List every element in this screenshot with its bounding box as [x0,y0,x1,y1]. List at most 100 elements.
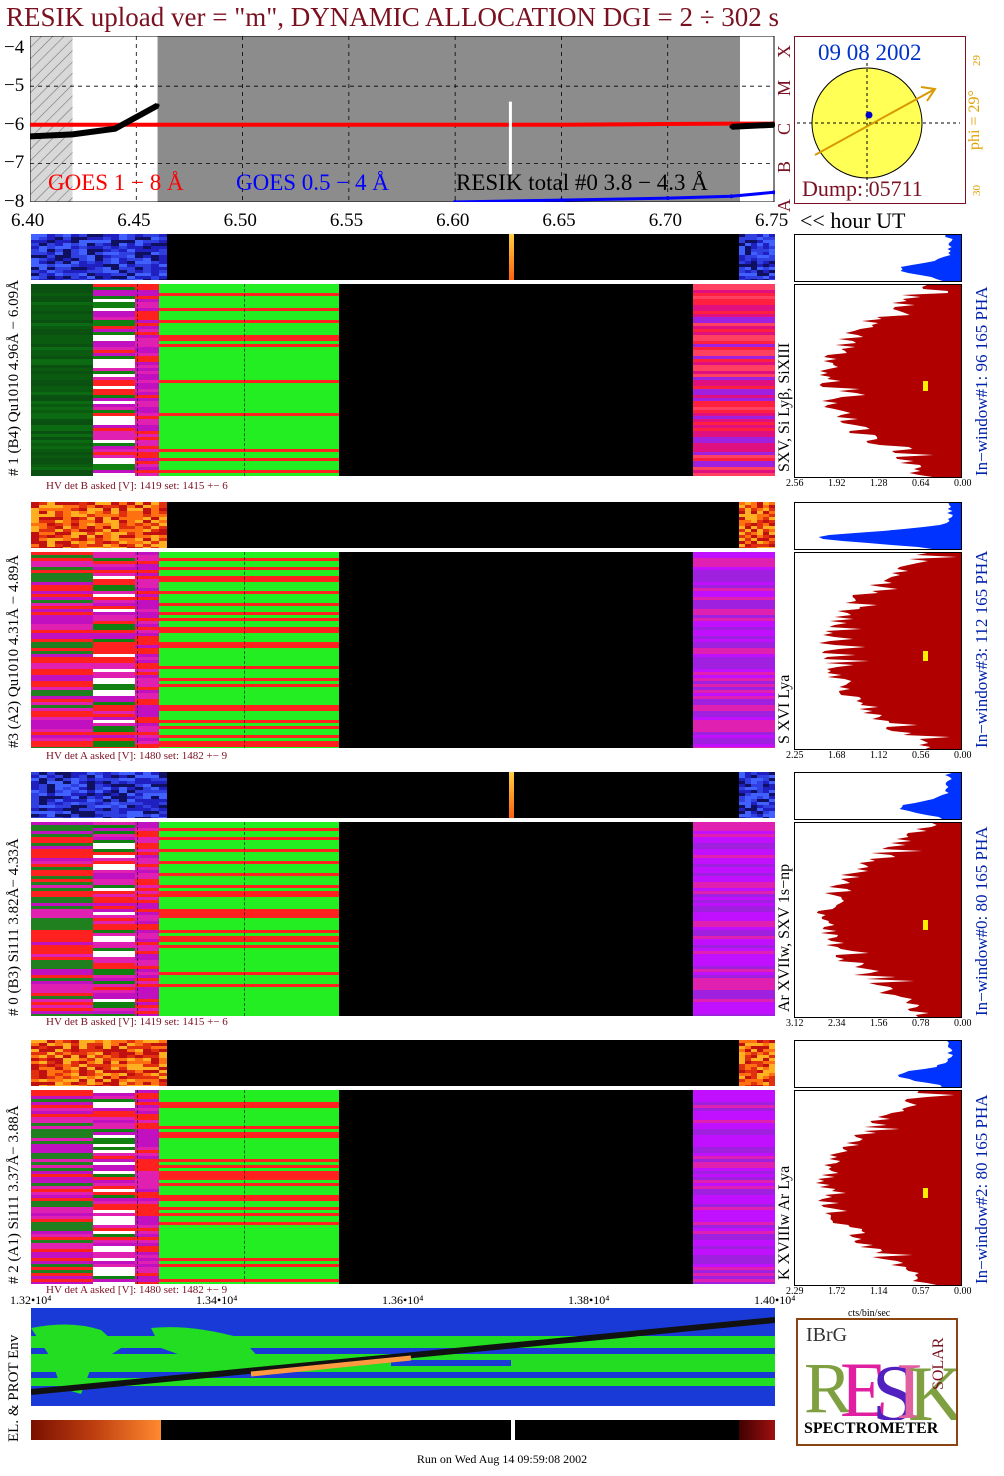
histogram-scale-label: 1.14 [870,1286,888,1297]
histogram-scale-label: 0.64 [912,478,930,489]
flare-spike-strip [509,234,515,280]
data-point [155,103,160,108]
eclipse-region [157,36,740,202]
histogram-scale-label: 1.92 [828,478,846,489]
histogram-scale-label: 1.28 [870,478,888,489]
spectrum-histogram-fill [818,553,961,749]
goes-y-tick-label: −5 [4,75,25,97]
histogram-scale-label: 0.56 [912,750,930,761]
flare-spike-strip [509,772,515,818]
goes-x-tick-label: 6.70 [648,210,682,231]
pha-strip [31,502,775,548]
window-marker [923,381,928,391]
goes-long-line [30,121,774,127]
data-point [665,122,670,127]
no-data-region [30,36,73,202]
legend-goes-short: GOES 0.5 − 4 Å [236,170,389,195]
logo-side-text: SOLAR [930,1337,947,1390]
spectrum-histogram-fill [819,285,961,477]
svg-text:E: E [840,1346,888,1433]
environment-map [31,1308,775,1406]
spectrum-histogram [794,1090,962,1286]
spectrum-unit-label: cts/bin/sec [848,1308,891,1319]
bottom-axis-tick-label: 1.36•10⁴ [382,1293,424,1307]
phi-label: phi = 29° [966,90,983,150]
data-point [155,122,160,127]
pha-histogram-fill [897,1041,961,1087]
goes-x-tick-label: 6.40 [11,210,45,231]
flare-class-letter: M [774,80,794,97]
logo-bottom-text: SPECTROMETER [804,1420,939,1437]
data-point [729,194,734,199]
data-point [453,200,458,202]
data-point [134,115,139,120]
spectrum-histogram-fill [815,1091,961,1285]
logo-top-text: IBrG [806,1324,848,1346]
environment-map-svg [31,1317,775,1395]
goes-x-tick-label: 6.50 [223,210,257,231]
data-point [113,126,118,131]
goes-y-tick-label: −8 [4,191,25,212]
goes-x-tick-label: 6.60 [436,210,470,231]
data-point [772,190,775,195]
orbit-track [814,88,936,156]
in-window-label: In−window#3: 112 165 PHA [972,550,991,748]
pha-histogram [794,1040,962,1088]
histogram-scale-label: 1.56 [870,1018,888,1029]
goes-x-tick-label: 6.55 [329,210,364,231]
pha-histogram-fill [900,235,961,281]
histogram-scale-label: 0.00 [954,1286,972,1297]
detector-label: # 2 (A1) Si111 3.37Å− 3.88Å [6,1105,22,1284]
histogram-scale-label: 0.00 [954,750,972,761]
legend-resik-total: RESIK total #0 3.8 − 4.3 Å [456,170,708,195]
sun-diagram [797,57,960,197]
pha-histogram [794,502,962,550]
pha-histogram [794,772,962,820]
histogram-scale-label: 1.72 [828,1286,846,1297]
run-timestamp: Run on Wed Aug 14 09:59:08 2002 [416,1452,588,1466]
orbit-ground-track [31,1317,775,1395]
data-point [30,122,32,127]
goes-plot [30,36,775,202]
histogram-scale-label: 0.00 [954,478,972,489]
resik-logo-art: R E S I K [802,1346,956,1440]
in-window-label: In−window#2: 80 165 PHA [972,1094,991,1284]
bottom-axis-tick-label: 1.38•10⁴ [568,1293,610,1307]
data-point [559,122,564,127]
histogram-scale-label: 1.68 [828,750,846,761]
data-point [729,124,734,129]
flare-class-letter: B [774,161,794,174]
hv-status: HV det A asked [V]: 1480 set: 1482 +− 9 [46,1284,228,1296]
histogram-scale-label: 0.00 [954,1018,972,1029]
sun-date: 09 08 2002 [818,40,922,65]
data-point [70,122,75,127]
bottom-axis-tick-label: 1.34•10⁴ [196,1293,238,1307]
flux-strip [31,1420,775,1440]
data-point [30,134,32,139]
data-point [134,122,139,127]
hv-status: HV det A asked [V]: 1480 set: 1482 +− 9 [46,750,228,762]
hv-status: HV det B asked [V]: 1419 set: 1415 +− 6 [46,480,228,492]
goes-y-tick-label: −6 [4,113,25,135]
histogram-scale-label: 1.12 [870,750,888,761]
detector-label: #3 (A2) Qu1010 4.31Å − 4.89Å [6,554,22,748]
legend-goes-long: GOES 1 − 8 Å [48,170,184,195]
goes-y-tick-label: −7 [4,152,25,174]
window-marker [923,920,928,930]
spectrum-histogram [794,284,962,478]
flare-class-letter: X [774,44,794,58]
data-point [240,122,245,127]
phi-top-value: 29 [971,55,983,66]
histogram-scale-label: 2.34 [828,1018,846,1029]
spectrum-histogram [794,552,962,750]
spectrum-histogram [794,822,962,1018]
detector-label: # 1 (B4) Qu1010 4.96Å − 6.09Å [6,280,22,476]
x-axis-unit-label: << hour UT [800,208,906,233]
bottom-axis-tick-label: 1.32•10⁴ [10,1293,52,1307]
pha-strip [31,772,775,818]
histogram-scale-label: 3.12 [786,1018,804,1029]
hv-status: HV det B asked [V]: 1419 set: 1415 +− 6 [46,1016,228,1028]
goes-plot-svg [30,36,775,202]
spectrum-image [31,822,775,1016]
histogram-scale-label: 2.25 [786,750,804,761]
